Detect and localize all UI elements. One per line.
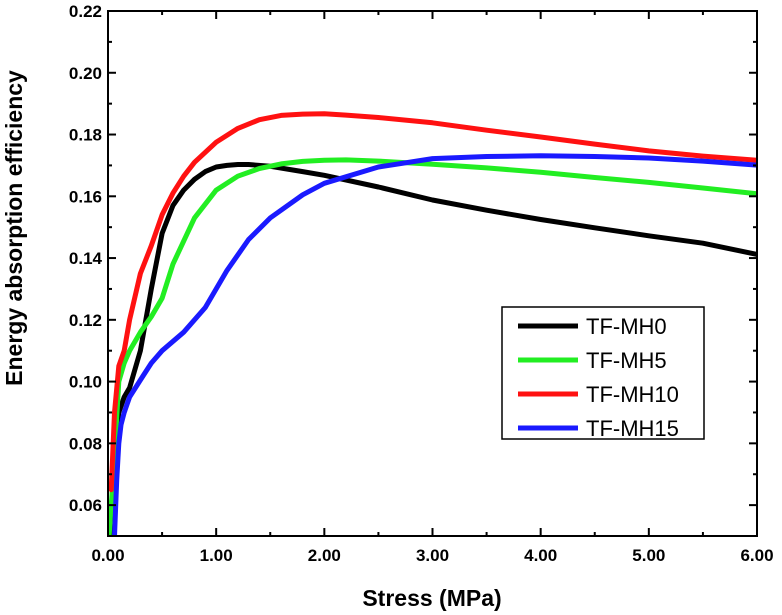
legend-label-tf-mh15: TF-MH15: [586, 416, 679, 441]
legend-label-tf-mh5: TF-MH5: [586, 348, 667, 373]
legend-label-tf-mh0: TF-MH0: [586, 314, 667, 339]
x-tick-label: 4.00: [524, 546, 557, 565]
y-tick-label: 0.16: [69, 187, 102, 206]
y-tick-label: 0.08: [69, 434, 102, 453]
x-tick-label: 3.00: [416, 546, 449, 565]
y-tick-label: 0.20: [69, 64, 102, 83]
x-tick-label: 1.00: [200, 546, 233, 565]
x-tick-label: 0.00: [91, 546, 124, 565]
x-tick-label: 2.00: [308, 546, 341, 565]
x-tick-label: 6.00: [740, 546, 773, 565]
series-line-tf-mh10: [108, 111, 757, 493]
series-group: [108, 111, 757, 536]
plot-frame: [107, 10, 758, 537]
legend-box: [501, 306, 705, 440]
x-tick-label: 5.00: [632, 546, 665, 565]
legend-label-tf-mh10: TF-MH10: [586, 382, 679, 407]
y-tick-label: 0.22: [69, 2, 102, 21]
y-tick-label: 0.06: [69, 496, 102, 515]
series-line-tf-mh5: [108, 157, 757, 536]
y-tick-label: 0.14: [69, 249, 103, 268]
x-axis-title: Stress (MPa): [362, 585, 501, 611]
legend: TF-MH0 TF-MH5 TF-MH10 TF-MH15: [501, 306, 705, 441]
y-tick-label: 0.10: [69, 373, 102, 392]
series-line-tf-mh0: [108, 162, 757, 536]
series-line-tf-mh15: [112, 153, 757, 536]
y-axis-title: Energy absorption efficiency: [1, 70, 27, 386]
y-tick-label: 0.12: [69, 311, 102, 330]
y-tick-label: 0.18: [69, 126, 102, 145]
